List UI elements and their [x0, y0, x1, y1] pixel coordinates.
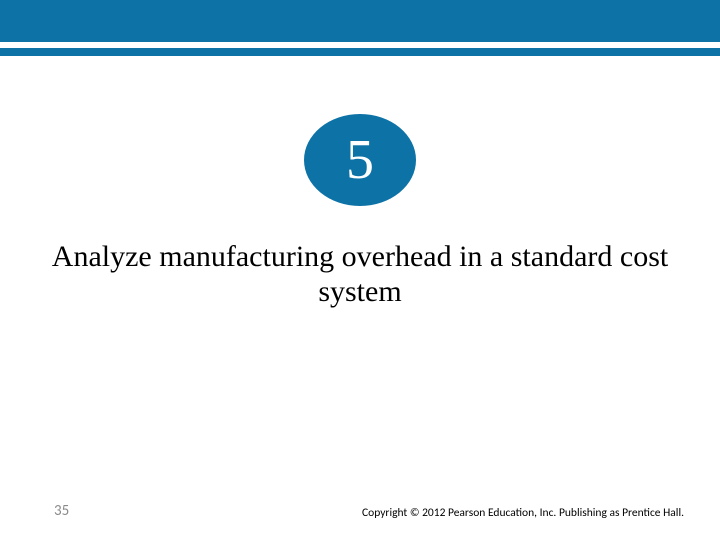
copyright-text: Copyright © 2012 Pearson Education, Inc.… — [362, 506, 684, 520]
page-number: 35 — [54, 502, 69, 520]
badge-container: 5 — [0, 114, 720, 206]
objective-number: 5 — [346, 132, 374, 188]
slide-heading: Analyze manufacturing overhead in a stan… — [0, 240, 720, 309]
objective-badge: 5 — [304, 114, 416, 206]
header-top-bar — [0, 0, 720, 42]
header-thin-bar — [0, 48, 720, 56]
slide-footer: 35 Copyright © 2012 Pearson Education, I… — [0, 502, 720, 520]
